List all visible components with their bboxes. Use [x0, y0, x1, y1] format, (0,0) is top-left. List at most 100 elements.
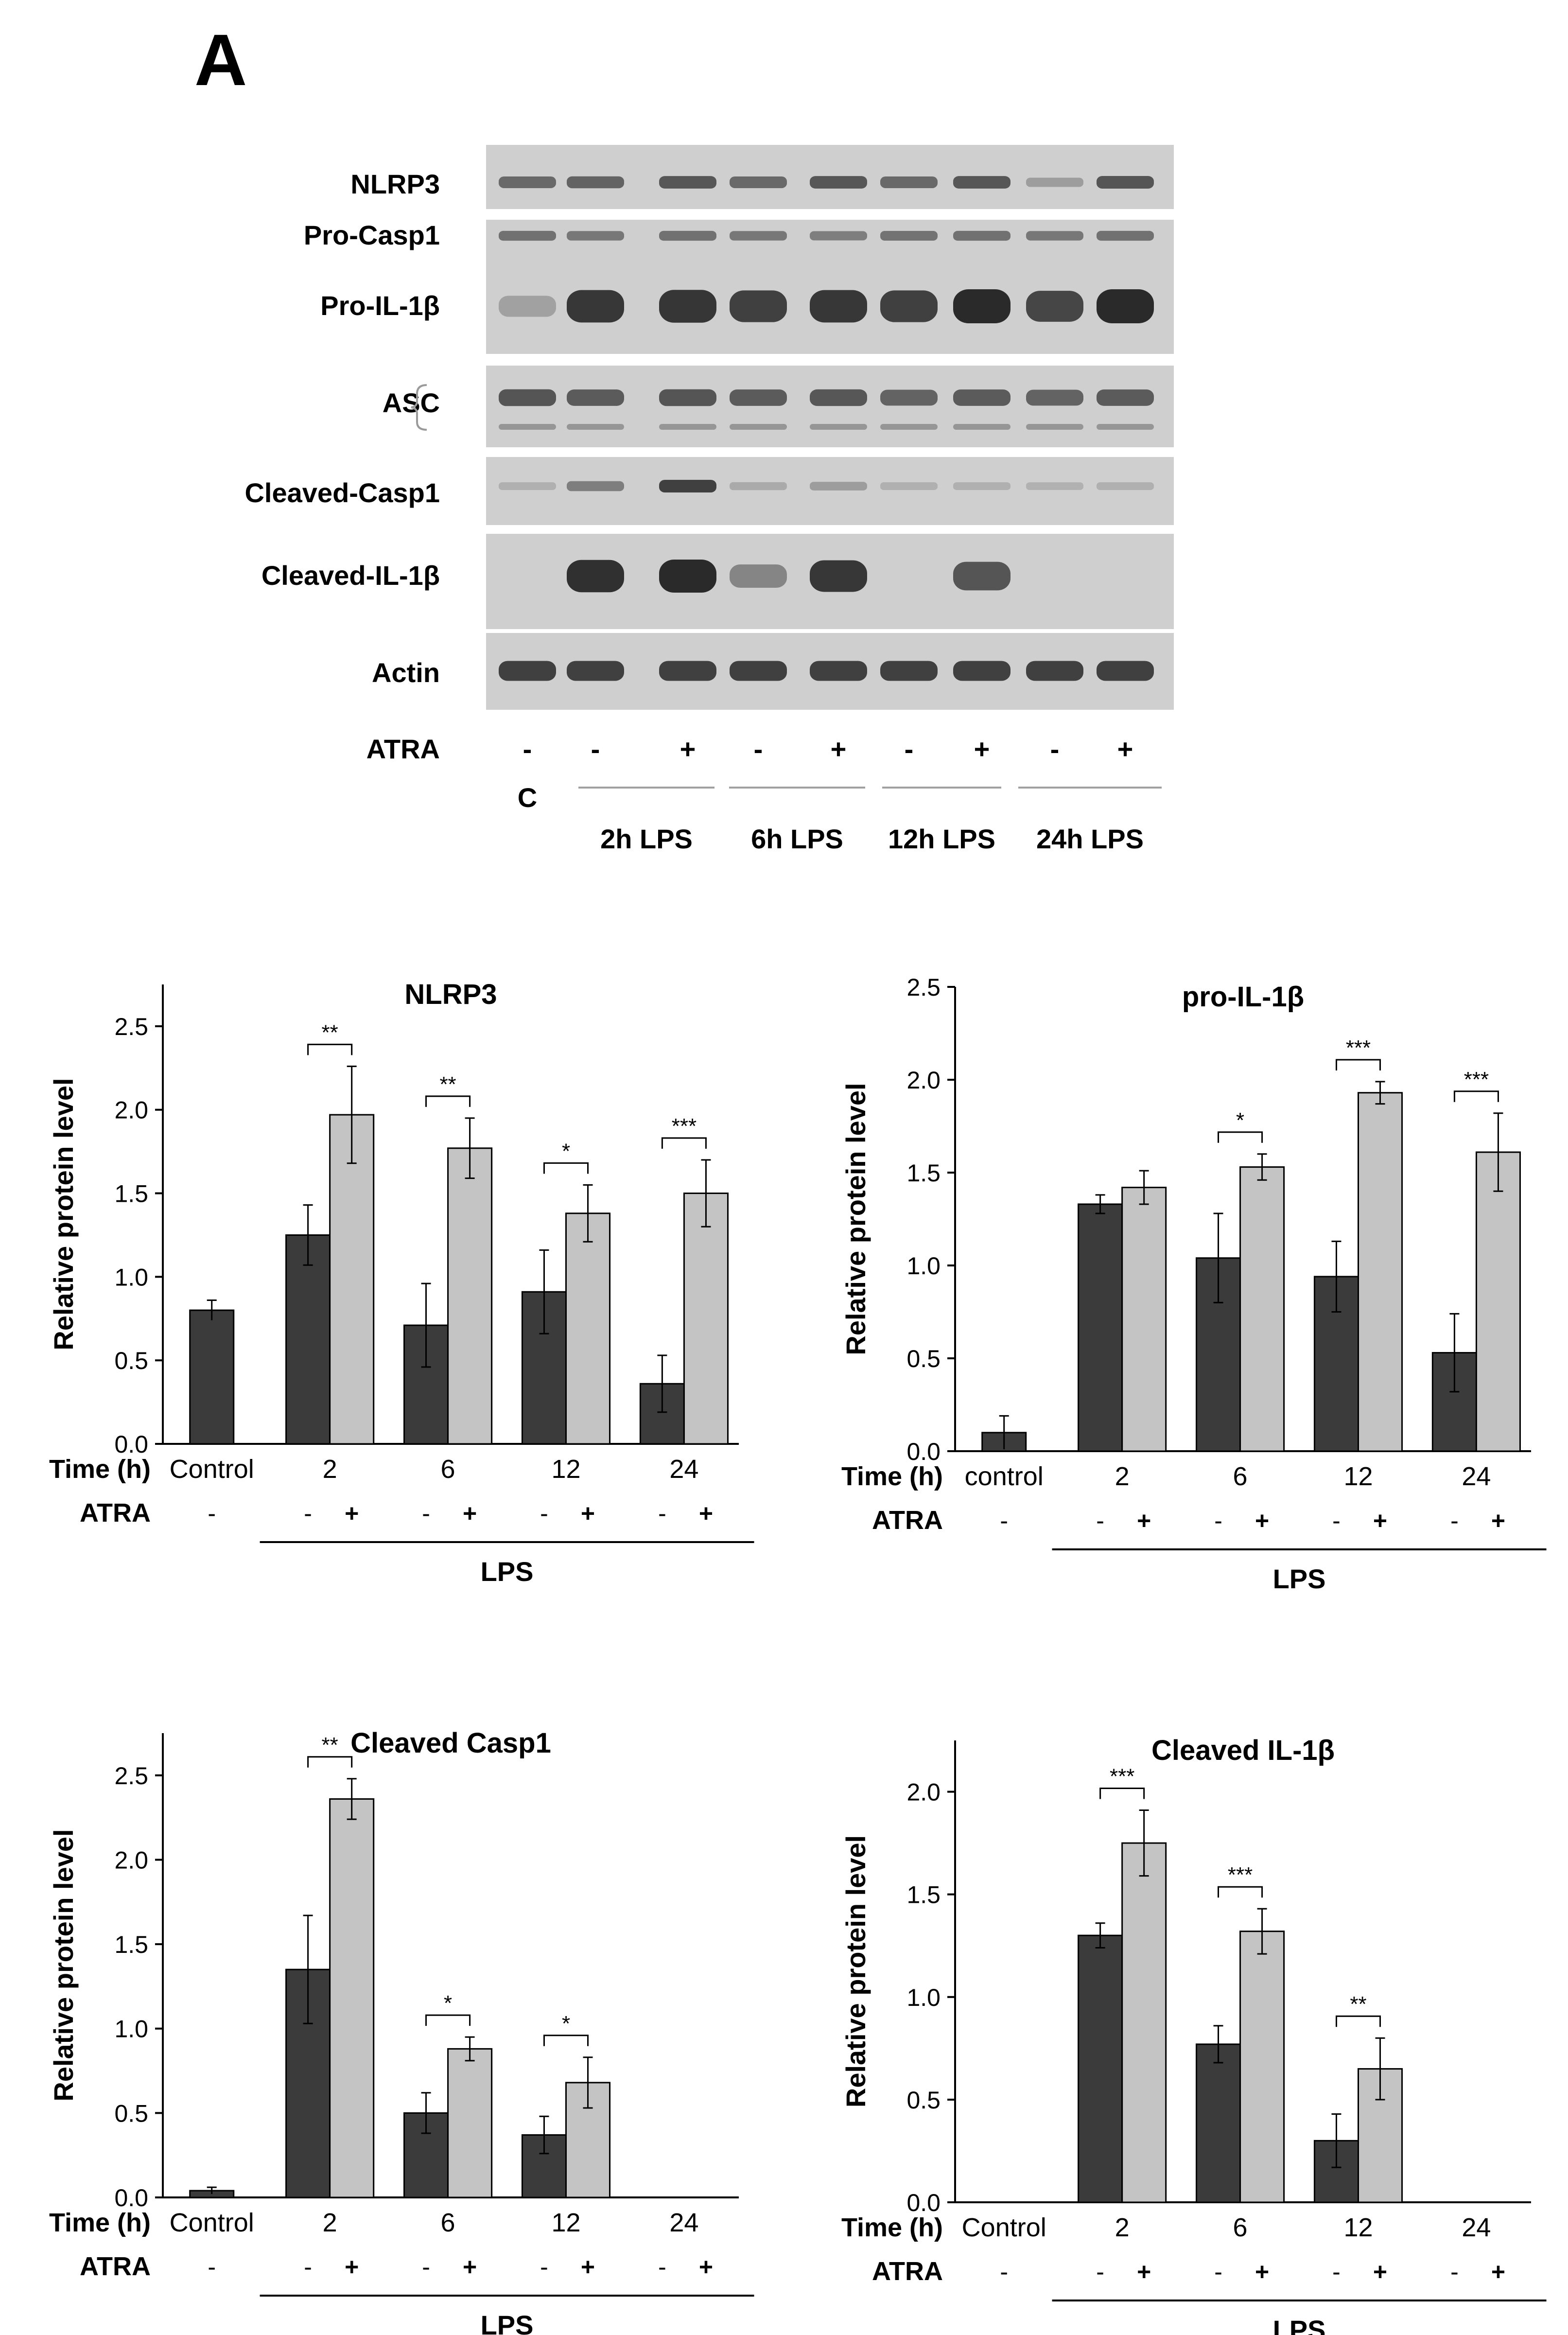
bar-minus-2 [1078, 1934, 1123, 2203]
atra-sign: - [658, 2253, 666, 2281]
chart-title: Cleaved Casp1 [350, 1727, 551, 1759]
y-tick-label: 2.5 [114, 1013, 148, 1040]
x-axis-label: Time (h) [841, 2213, 943, 2242]
atra-sign: + [345, 2253, 359, 2281]
blot-row-label: NLRP3 [350, 169, 440, 199]
bar-plus-12 [1358, 1092, 1403, 1452]
chart-pro-il-1: pro-IL-1β Relative protein level 0.0 0.5 1.0… [840, 974, 1547, 1594]
atra-sign: - [1000, 2258, 1008, 2285]
significance-bracket [425, 1095, 471, 1107]
category-label-24: 24 [1462, 1462, 1491, 1491]
blot-row-label: Cleaved-Casp1 [244, 477, 440, 508]
blot-band [567, 290, 624, 323]
significance-label: ** [1350, 1992, 1366, 2016]
category-label-control: Control [170, 2208, 254, 2237]
significance-label: * [1236, 1108, 1244, 1132]
lps-label: LPS [481, 2310, 534, 2335]
category-label-control: control [965, 1462, 1044, 1491]
bar-plus-12 [565, 1212, 611, 1445]
y-tick-label: 2.0 [906, 1067, 941, 1094]
blot-band [1097, 230, 1154, 241]
bar-plus-2 [1121, 1842, 1167, 2203]
category-label-12: 12 [1343, 2213, 1373, 2242]
category-label-6: 6 [441, 2208, 455, 2237]
blot-band [499, 176, 556, 188]
atra-sign: - [208, 2253, 216, 2281]
blot-band [880, 482, 938, 491]
significance-bracket [425, 2014, 471, 2026]
significance-label: ** [322, 1020, 338, 1044]
atra-sign: + [699, 1500, 713, 1527]
blot-band [880, 661, 938, 681]
y-tick-label: 0.5 [114, 2100, 148, 2127]
blot-band [1097, 424, 1154, 430]
panel-label: A [194, 19, 247, 101]
blot-band [730, 176, 787, 188]
blot-band [567, 389, 624, 406]
x-axis-label: Time (h) [49, 1455, 151, 1484]
y-axis-label: Relative protein level [840, 1835, 871, 2107]
x-axis-label: Time (h) [49, 2208, 151, 2237]
blot-band [1026, 177, 1083, 187]
blot-band [1026, 482, 1083, 490]
blot-band [1097, 289, 1154, 323]
category-label-12: 12 [551, 2208, 580, 2237]
western-blot: NLRP3 Pro-Casp1 Pro-IL-1β ASC Cleaved-Casp1 C… [244, 145, 1174, 854]
blot-band [1026, 389, 1083, 406]
atra-mark: - [905, 734, 914, 764]
atra-sign: - [1214, 1507, 1222, 1534]
atra-sign: - [540, 1500, 548, 1527]
atra-row-label: ATRA [366, 734, 440, 764]
chart-title: NLRP3 [404, 979, 497, 1010]
atra-mark: + [1117, 734, 1133, 764]
significance-label: *** [672, 1114, 697, 1138]
blot-row-label: Cleaved-IL-1β [261, 560, 440, 591]
blot-band [1097, 176, 1154, 189]
group-label-12h-lps: 12h LPS [888, 824, 995, 854]
atra-mark: + [974, 734, 990, 764]
blot-band [499, 482, 556, 491]
category-label-2: 2 [323, 1455, 337, 1484]
lps-label: LPS [1273, 1563, 1326, 1594]
blot-band [1026, 424, 1083, 430]
blot-strip [486, 220, 1174, 354]
significance-bracket [543, 2035, 589, 2046]
blot-band [659, 560, 716, 593]
category-label-24: 24 [669, 2208, 698, 2237]
atra-sign: + [1137, 2258, 1151, 2285]
significance-label: * [444, 1991, 452, 2015]
atra-sign: + [1491, 1507, 1505, 1534]
atra-sign: + [581, 2253, 595, 2281]
significance-label: * [562, 2012, 570, 2036]
atra-sign: + [581, 1500, 595, 1527]
significance-label: *** [1228, 1863, 1253, 1887]
blot-row-label: Pro-Casp1 [304, 220, 440, 250]
blot-band [567, 481, 624, 492]
x-axis-label: Time (h) [841, 1462, 943, 1491]
atra-sign: - [1332, 2258, 1341, 2285]
atra-sign: + [463, 1500, 477, 1527]
atra-sign: + [699, 2253, 713, 2281]
atra-sign: - [422, 2253, 430, 2281]
y-tick-label: 1.0 [114, 2016, 148, 2043]
chart-cleaved-casp1: Cleaved Casp1 Relative protein level 0.0 0.… [48, 1727, 754, 2335]
atra-mark: + [680, 734, 696, 764]
chart-cleaved-il-1: Cleaved IL-1β Relative protein level 0.0 0.… [840, 1735, 1547, 2335]
atra-sign: - [1332, 1507, 1341, 1534]
atra-label: ATRA [872, 1506, 943, 1535]
significance-bracket [1335, 1059, 1381, 1071]
significance-bracket [1453, 1090, 1499, 1102]
blot-band [953, 176, 1010, 189]
bar-minus-2 [1078, 1203, 1123, 1452]
asc-brace [411, 384, 427, 431]
atra-sign: + [1373, 1507, 1387, 1534]
y-tick-label: 2.0 [114, 1097, 148, 1124]
significance-bracket [307, 1043, 353, 1055]
significance-bracket [1218, 1886, 1263, 1898]
blot-band [953, 661, 1010, 681]
atra-sign: - [1450, 1507, 1459, 1534]
y-tick-label: 1.5 [114, 1180, 148, 1208]
category-label-2: 2 [323, 2208, 337, 2237]
blot-band [659, 290, 716, 323]
blot-band [810, 231, 867, 241]
